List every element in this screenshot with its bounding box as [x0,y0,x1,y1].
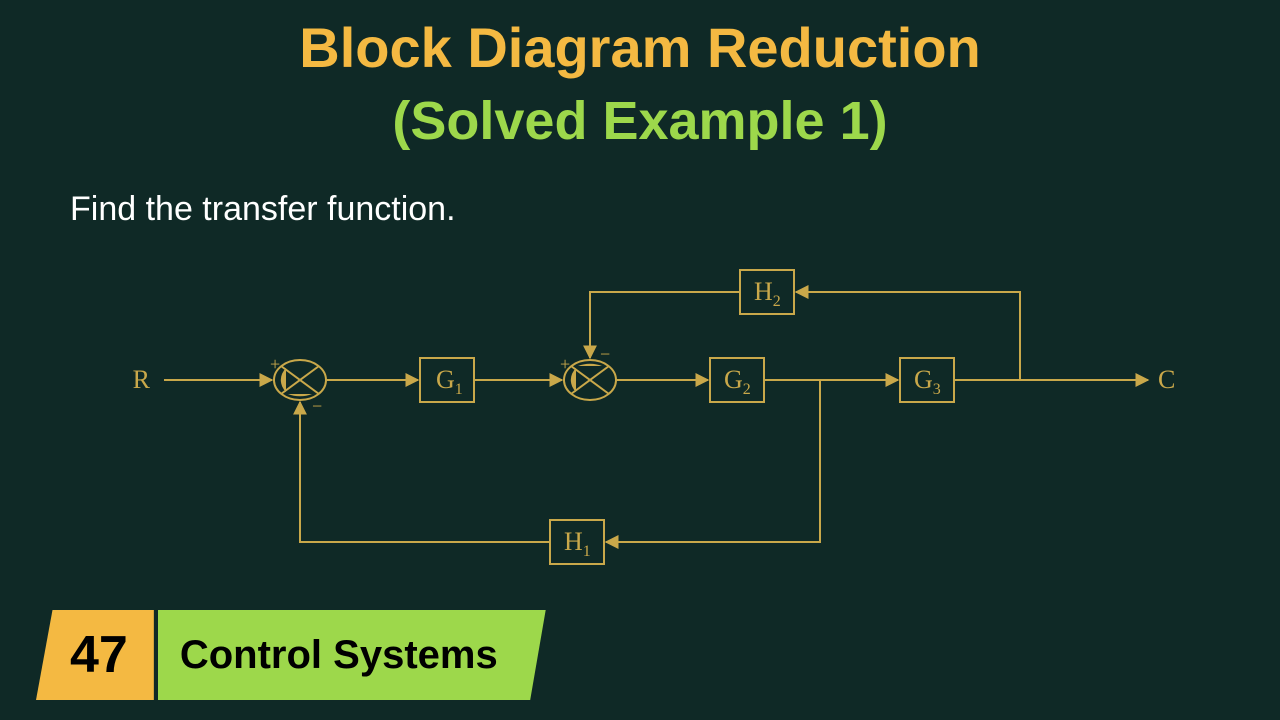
s2-sign-plus: + [560,354,570,374]
s1-sign-minus: − [312,396,322,416]
block-g3: G3 [900,358,954,402]
lesson-topic: Control Systems [158,610,546,700]
wire-h1-s1 [300,402,550,542]
block-h1: H1 [550,520,604,564]
block-h2: H2 [740,270,794,314]
wire-h2-s2 [590,292,740,358]
summing-junction-1: + − [270,354,326,416]
title-line-1: Block Diagram Reduction [299,15,980,80]
title-line-2: (Solved Example 1) [392,90,887,152]
s2-sign-minus: − [600,344,610,364]
problem-prompt: Find the transfer function. [70,190,456,229]
output-label: C [1158,365,1175,394]
lesson-number: 47 [36,610,154,700]
block-g1: G1 [420,358,474,402]
summing-junction-2: + − [560,344,616,400]
wire-t1-h1 [606,380,820,542]
s1-sign-plus: + [270,354,280,374]
lesson-badge: 47 Control Systems [36,610,546,700]
block-g2: G2 [710,358,764,402]
block-diagram: R C + − + − G1 [120,240,1180,590]
input-label: R [133,365,151,394]
